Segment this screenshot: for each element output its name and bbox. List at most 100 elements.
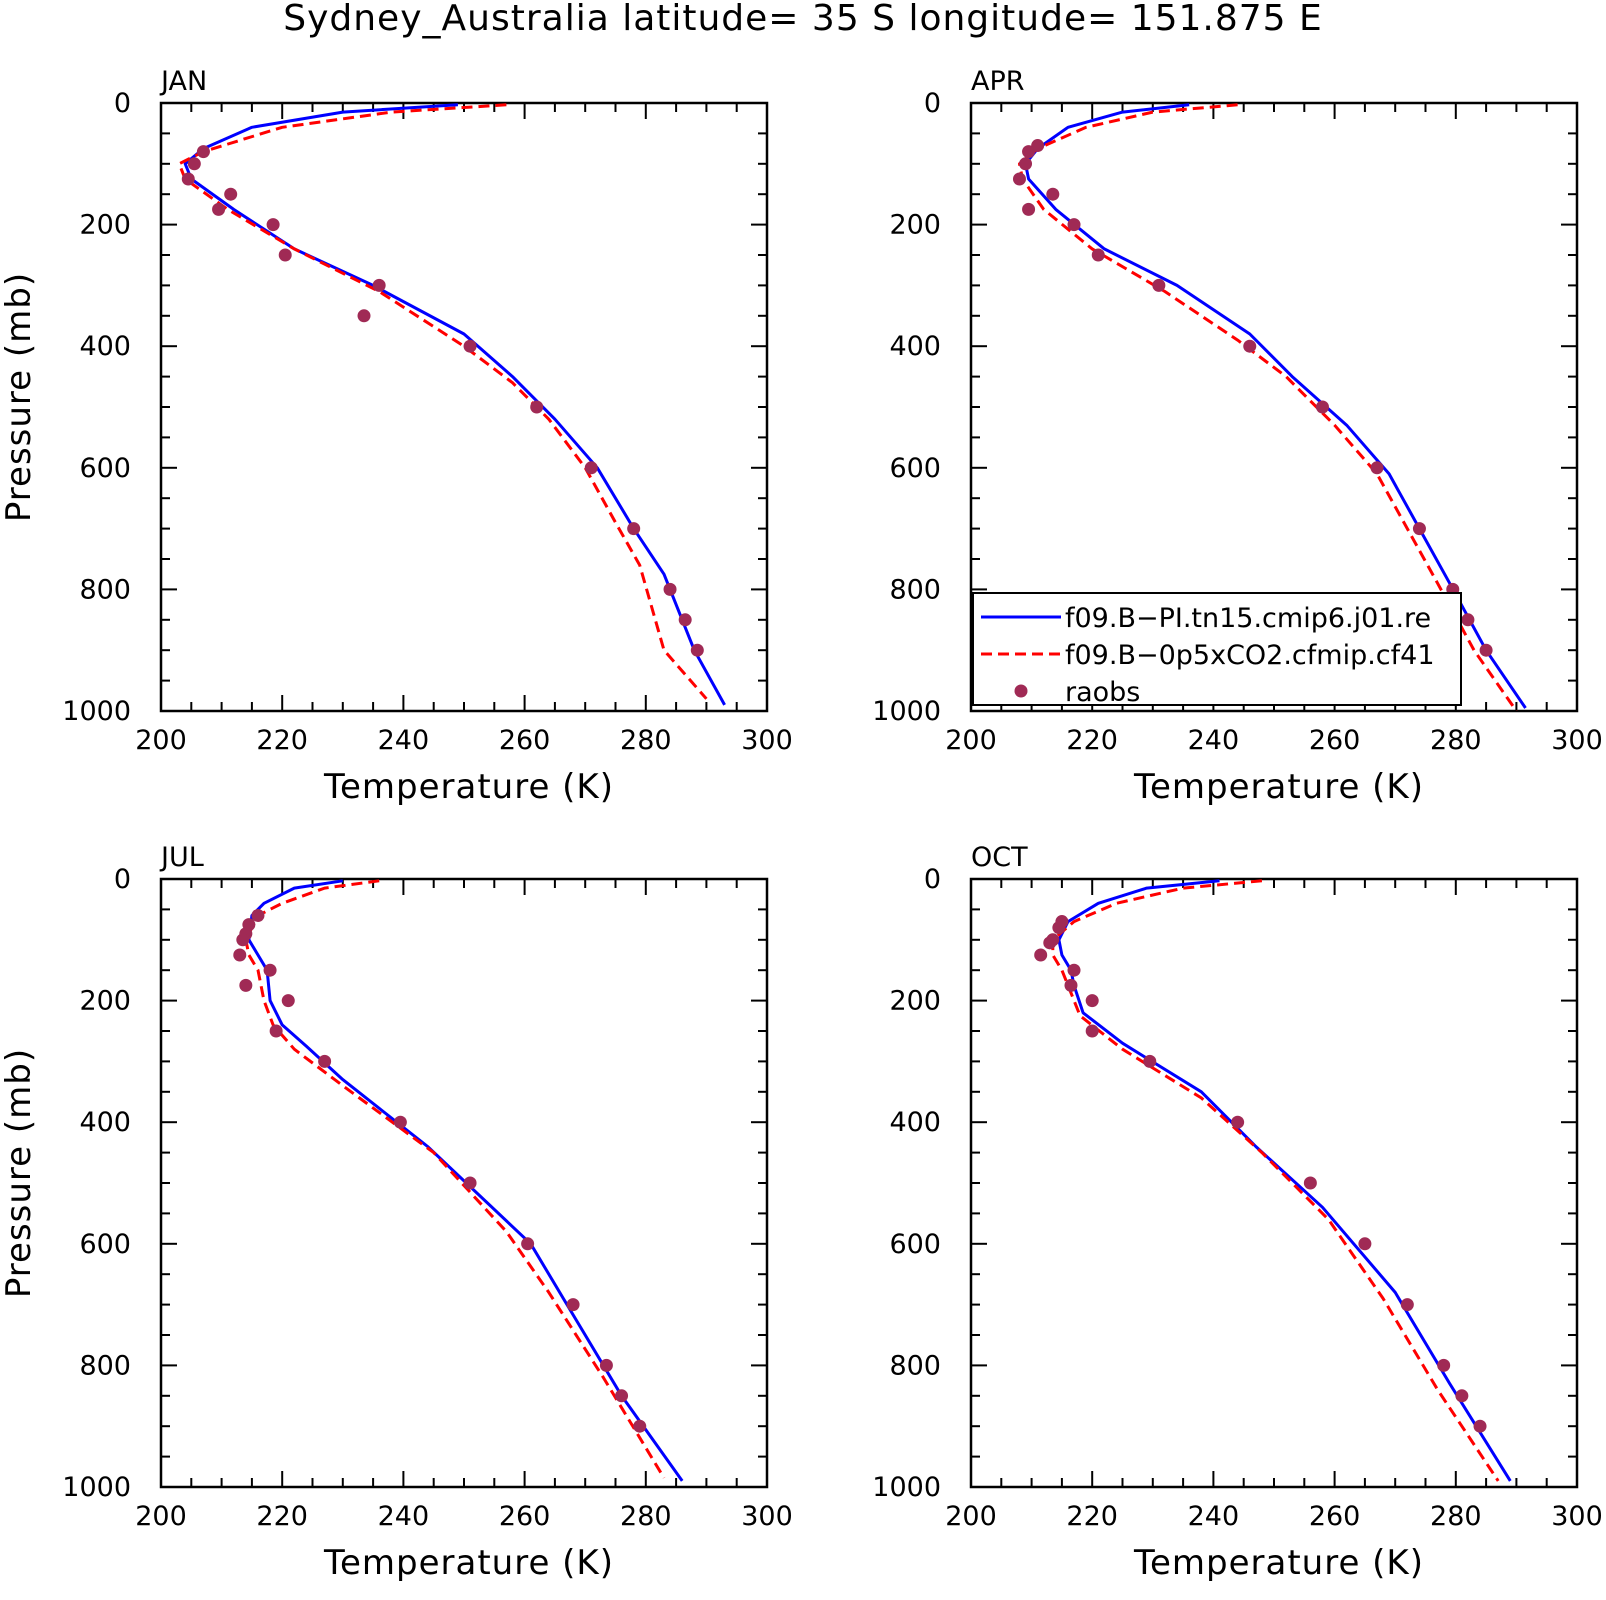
y-tick-label: 0 [924,864,941,895]
panel-jan: JAN 200 220 240 260 280 300 0 200 400 600 800 1000 Te… [0,66,793,807]
y-tick-label: 1000 [872,1472,941,1503]
raobs-point [393,1115,407,1129]
raobs-point [212,202,226,216]
series-line-0p5xco2 [1018,103,1518,711]
raobs-point [233,948,247,962]
raobs-point [318,1054,332,1068]
raobs-point [181,172,195,186]
raobs-point [278,248,292,262]
x-tick-label: 260 [499,725,551,756]
series-line-pi-control [1024,103,1527,709]
x-axis-label: Temperature (K) [323,767,614,807]
raobs-point [1046,187,1060,201]
y-axis-label: Pressure (mb) [0,1048,39,1298]
x-axis-label: Temperature (K) [1133,767,1424,807]
raobs-point [663,582,677,596]
plot-frame [159,101,769,713]
raobs-point [1455,1389,1469,1403]
x-tick-label: 260 [1309,725,1361,756]
raobs-point [1043,936,1057,950]
y-tick-label: 200 [889,986,941,1017]
raobs-point [1012,172,1026,186]
y-tick-label: 400 [79,331,131,362]
legend-label: raobs [1065,677,1140,708]
raobs-point [1479,643,1493,657]
raobs-point [281,994,295,1008]
raobs-point [1022,145,1036,159]
raobs-point [266,218,280,232]
raobs-point [627,522,641,536]
x-tick-label: 300 [741,725,793,756]
raobs-point [1370,461,1384,475]
x-tick-label: 220 [1066,1501,1118,1532]
y-tick-label: 0 [924,88,941,119]
legend-box [972,592,1462,706]
raobs-point [1091,248,1105,262]
x-tick-label: 200 [945,725,997,756]
raobs-point [463,339,477,353]
y-tick-label: 1000 [62,1472,131,1503]
raobs-point [1303,1176,1317,1190]
plot-frame [969,877,1579,1489]
x-tick-label: 200 [135,1501,187,1532]
x-tick-label: 240 [378,1501,430,1532]
raobs-point [263,963,277,977]
raobs-point [633,1419,647,1433]
legend-label: f09.B−PI.tn15.cmip6.j01.re [1065,603,1431,634]
x-axis-label: Temperature (K) [1133,1543,1424,1583]
raobs-point [1085,994,1099,1008]
figure-title: Sydney_Australia latitude= 35 S longitud… [283,0,1323,39]
x-tick-label: 260 [1309,1501,1361,1532]
y-tick-label: 0 [114,864,131,895]
series-line-0p5xco2 [177,103,708,700]
plot-area [177,103,726,706]
x-tick-label: 220 [256,1501,308,1532]
y-tick-label: 200 [79,986,131,1017]
raobs-point [1400,1298,1414,1312]
raobs-point [1019,157,1033,171]
y-tick-label: 1000 [872,696,941,727]
series-line-pi-control [1057,879,1512,1482]
raobs-point [615,1389,629,1403]
raobs-point [1067,963,1081,977]
plot-area [1034,879,1512,1482]
raobs-point [1473,1419,1487,1433]
raobs-point [1034,948,1048,962]
x-tick-label: 260 [499,1501,551,1532]
raobs-point [1064,978,1078,992]
y-tick-label: 200 [889,210,941,241]
panel-label: JAN [159,66,207,97]
panel-label: OCT [971,842,1028,873]
raobs-point [196,145,210,159]
panel-apr: APR 200 220 240 260 280 300 0 200 400 600 800 1000 Te… [872,66,1602,807]
legend-marker-raobs [1014,684,1028,698]
raobs-point [678,613,692,627]
x-tick-label: 280 [1430,1501,1482,1532]
panel-jul: JUL 200 220 240 260 280 300 0 200 400 600 800 1000 Te… [0,842,793,1583]
y-tick-label: 400 [79,1107,131,1138]
raobs-point [599,1358,613,1372]
raobs-point [372,278,386,292]
raobs-point [1152,278,1166,292]
x-tick-label: 220 [256,725,308,756]
raobs-point [1358,1237,1372,1251]
y-tick-label: 600 [889,453,941,484]
x-tick-label: 280 [620,1501,672,1532]
series-line-0p5xco2 [244,879,666,1479]
raobs-point [1022,202,1036,216]
raobs-point [1085,1024,1099,1038]
x-tick-label: 240 [1188,725,1240,756]
raobs-point [187,157,201,171]
x-tick-label: 200 [945,1501,997,1532]
raobs-point [269,1024,283,1038]
raobs-point [1412,522,1426,536]
x-tick-label: 280 [620,725,672,756]
raobs-point [1231,1115,1245,1129]
series-line-pi-control [183,103,726,706]
y-tick-label: 600 [889,1229,941,1260]
raobs-point [236,933,250,947]
y-tick-label: 800 [79,574,131,605]
series-line-0p5xco2 [1051,879,1500,1482]
raobs-point [1067,218,1081,232]
raobs-point [690,643,704,657]
